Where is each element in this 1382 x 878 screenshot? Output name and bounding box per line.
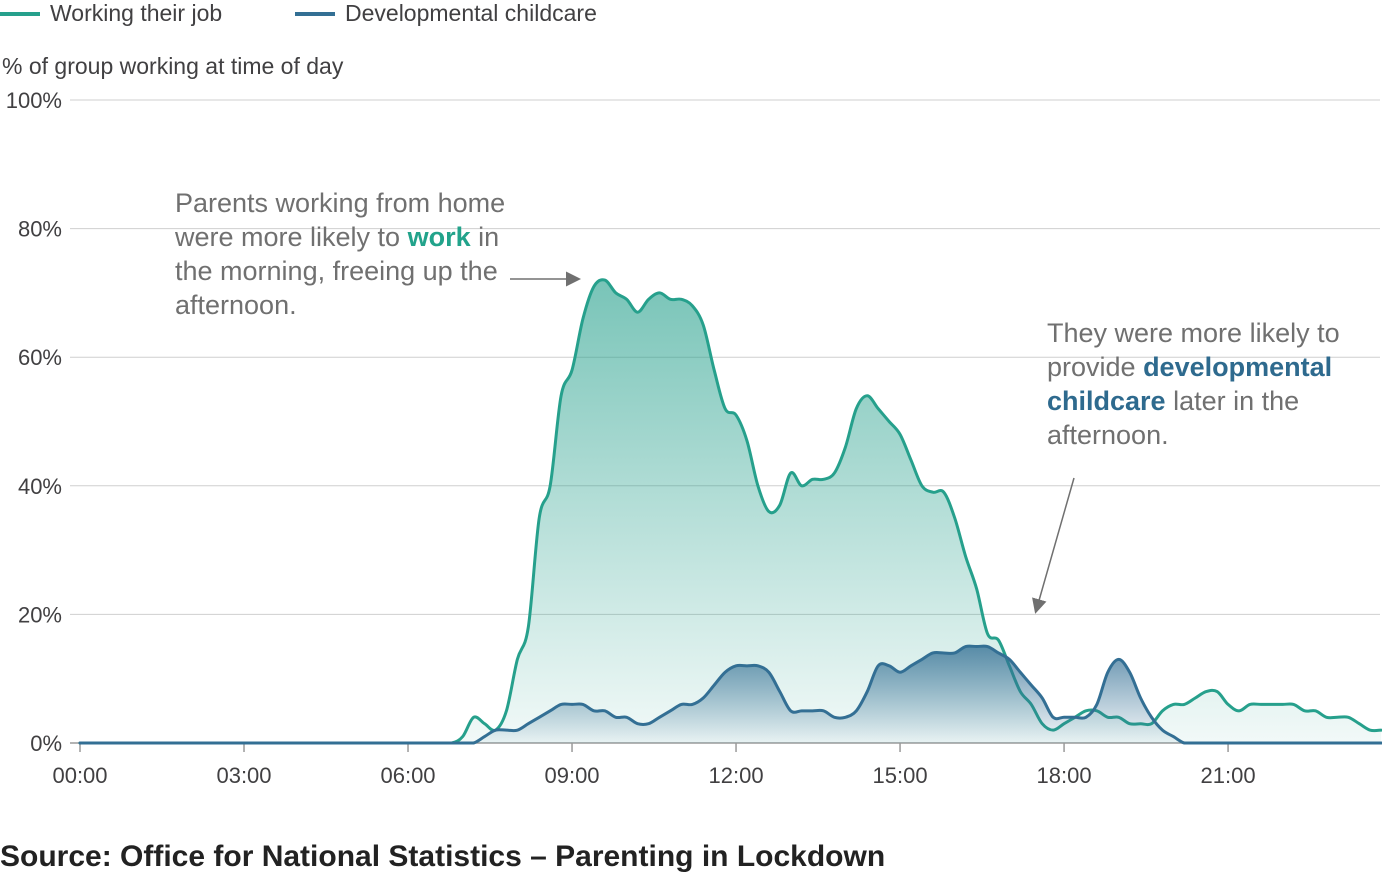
y-tick-label: 60% — [18, 345, 62, 370]
legend-swatch-working — [0, 11, 40, 16]
series-line-childcare — [78, 644, 1382, 745]
x-tick-label: 21:00 — [1201, 763, 1256, 788]
annotation-right-text: They were more likely to provide — [1047, 318, 1340, 382]
x-tick-label: 06:00 — [380, 763, 435, 788]
annotation-left-text: Parents working from home were more like… — [175, 188, 506, 252]
y-tick-label: 20% — [18, 602, 62, 627]
legend-label-working: Working their job — [50, 0, 223, 26]
annotation-right-emphasis: developmental childcare — [1047, 352, 1333, 416]
y-axis-label: % of group working at time of day — [2, 53, 344, 79]
annotation-left: Parents working from home were more like… — [175, 186, 515, 322]
legend-item-childcare: Developmental childcare — [295, 0, 597, 27]
legend-label-childcare: Developmental childcare — [345, 0, 597, 26]
legend-item-working: Working their job — [0, 0, 222, 27]
annotation-arrow-right — [1032, 477, 1075, 614]
y-tick-label: 0% — [30, 731, 62, 756]
annotation-right: They were more likely to provide develop… — [1047, 316, 1347, 452]
x-tick-label: 18:00 — [1037, 763, 1092, 788]
y-tick-label: 40% — [18, 474, 62, 499]
source-note: Source: Office for National Statistics –… — [0, 840, 886, 873]
annotation-right-text-end: later in the afternoon. — [1047, 386, 1300, 450]
series-line-working — [78, 278, 1382, 745]
x-tick-label: 09:00 — [544, 763, 599, 788]
annotation-left-text-end: in the morning, freeing up the afternoon… — [175, 222, 500, 320]
area-fill-working — [80, 279, 1382, 743]
x-tick-label: 00:00 — [52, 763, 107, 788]
y-tick-label: 80% — [18, 217, 62, 242]
x-tick-label: 15:00 — [873, 763, 928, 788]
x-tick-label: 03:00 — [216, 763, 271, 788]
x-tick-label: 12:00 — [709, 763, 764, 788]
annotation-left-emphasis: work — [407, 222, 471, 252]
x-axis-ticks: 00:00 03:00 06:00 09:00 12:00 15:00 18:00 21:00 — [52, 743, 1256, 788]
y-tick-label: 100% — [6, 88, 62, 113]
y-axis-ticks: 0% 20% 40% 60% 80% 100% — [6, 88, 62, 756]
legend-swatch-childcare — [295, 11, 335, 16]
series-layer — [78, 278, 1382, 745]
